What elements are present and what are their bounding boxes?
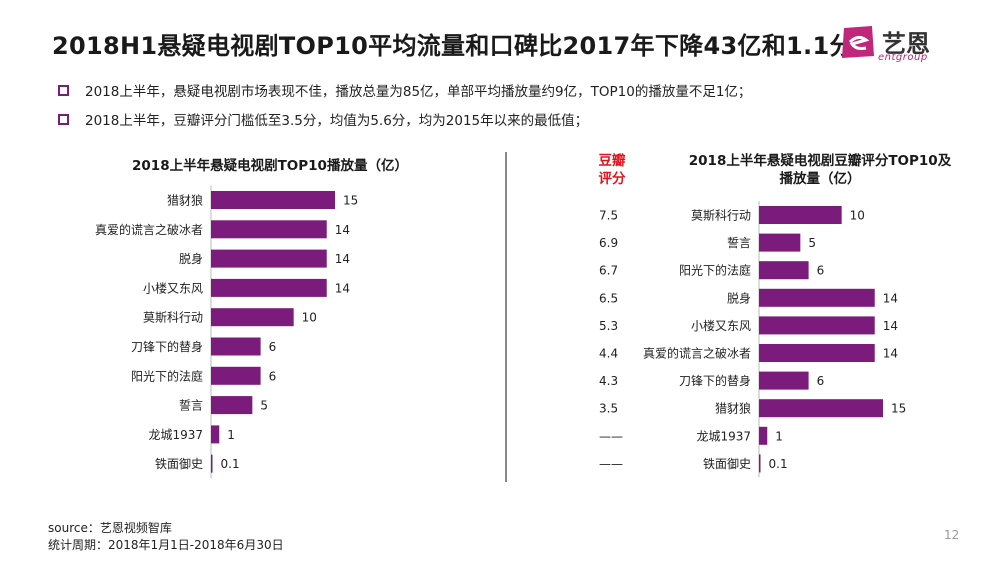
bullet-item: 2018上半年，悬疑电视剧市场表现不佳，播放总量为85亿，单部平均播放量约9亿，… (58, 80, 751, 100)
value-label: 10 (302, 311, 317, 325)
score-label: 6.7 (599, 264, 618, 278)
value-label: 6 (817, 374, 825, 388)
value-label: 15 (891, 402, 906, 416)
bar (759, 454, 761, 473)
category-label: 誓言 (727, 236, 751, 250)
page-number: 12 (944, 528, 960, 542)
bullet-square-icon (58, 84, 69, 96)
category-label: 莫斯科行动 (143, 311, 203, 325)
value-label: 14 (883, 291, 898, 305)
logo-subtext: entgroup (878, 52, 928, 63)
score-label: 5.3 (599, 319, 618, 333)
bar (759, 288, 875, 307)
score-column-header: 豆瓣 评分 (592, 152, 632, 188)
category-label: 真爱的谎言之破冰者 (95, 222, 203, 237)
bullet-item: 2018上半年，豆瓣评分门槛低至3.5分，均值为5.6分，均为2015年以来的最… (58, 109, 588, 129)
bar (759, 344, 875, 362)
bullet-text: 2018上半年，悬疑电视剧市场表现不佳，播放总量为85亿，单部平均播放量约9亿，… (85, 84, 752, 100)
score-label: 7.5 (599, 209, 618, 223)
left-chart-title: 2018上半年悬疑电视剧TOP10播放量（亿） (132, 158, 408, 174)
period-text: 统计周期：2018年1月1日-2018年6月30日 (48, 538, 284, 552)
value-label: 6 (269, 340, 277, 354)
entgroup-logo: 艺恩 entgroup (838, 22, 968, 66)
category-label: 阳光下的法庭 (131, 368, 203, 383)
category-label: 小楼又东风 (691, 318, 751, 333)
score-header-line1: 豆瓣 (598, 153, 626, 169)
score-header-line2: 评分 (598, 171, 626, 187)
value-label: 0.1 (221, 457, 240, 471)
category-label: 铁面御史 (155, 456, 203, 471)
category-label: 铁面御史 (703, 456, 751, 471)
category-label: 猎豺狼 (167, 193, 203, 208)
score-label: —— (599, 429, 623, 443)
value-label: 14 (335, 281, 350, 295)
category-label: 脱身 (179, 251, 203, 266)
bar (759, 206, 842, 224)
bar (211, 308, 294, 327)
source-text: source：艺恩视频智库 (48, 521, 172, 535)
score-label: 6.9 (599, 236, 618, 250)
page-title: 2018H1悬疑电视剧TOP10平均流量和口碑比2017年下降43亿和1.1分 (52, 32, 854, 60)
bar (211, 191, 335, 209)
bar (759, 233, 801, 252)
bar (211, 220, 327, 239)
category-label: 小楼又东风 (143, 280, 203, 295)
bar (211, 249, 327, 268)
category-label: 真爱的谎言之破冰者 (643, 346, 751, 361)
value-label: 14 (883, 319, 898, 333)
category-label: 猎豺狼 (715, 401, 751, 416)
right-chart-title-line2: 播放量（亿） (779, 171, 861, 187)
value-label: 14 (883, 347, 898, 361)
bar (211, 396, 253, 415)
bullet-text: 2018上半年，豆瓣评分门槛低至3.5分，均值为5.6分，均为2015年以来的最… (85, 113, 589, 129)
bar (211, 454, 213, 473)
logo-e-icon (842, 26, 874, 58)
category-label: 龙城1937 (148, 428, 203, 442)
bar (759, 371, 809, 390)
score-label: 4.4 (599, 347, 618, 361)
bar (211, 337, 261, 356)
value-label: 1 (775, 429, 783, 443)
value-label: 15 (343, 194, 358, 208)
score-label: 4.3 (599, 374, 618, 388)
value-label: 6 (269, 369, 277, 383)
bar (211, 366, 261, 385)
category-label: 脱身 (727, 290, 751, 305)
value-label: 6 (817, 264, 825, 278)
bar (759, 399, 883, 418)
score-label: 6.5 (599, 291, 618, 305)
chart-divider (505, 152, 507, 482)
score-label: —— (599, 457, 623, 471)
value-label: 5 (260, 399, 268, 413)
bar (211, 278, 327, 297)
right-chart-title-line1: 2018上半年悬疑电视剧豆瓣评分TOP10及 (688, 153, 952, 169)
footer: source：艺恩视频智库 统计周期：2018年1月1日-2018年6月30日 (48, 520, 284, 554)
bar (211, 425, 220, 444)
value-label: 1 (227, 428, 235, 442)
bar (759, 426, 768, 445)
category-label: 刀锋下的替身 (131, 339, 203, 354)
category-label: 阳光下的法庭 (679, 263, 751, 278)
value-label: 5 (808, 236, 816, 250)
value-label: 14 (335, 223, 350, 237)
bullet-square-icon (58, 113, 69, 125)
value-label: 0.1 (769, 457, 788, 471)
value-label: 10 (850, 209, 865, 223)
value-label: 14 (335, 252, 350, 266)
score-label: 3.5 (599, 402, 618, 416)
category-label: 龙城1937 (696, 429, 751, 443)
category-label: 誓言 (179, 399, 203, 413)
category-label: 莫斯科行动 (691, 209, 751, 223)
logo-text: 艺恩 (882, 30, 930, 58)
bar (759, 316, 875, 335)
right-chart-title: 2018上半年悬疑电视剧豆瓣评分TOP10及 播放量（亿） (660, 152, 980, 188)
category-label: 刀锋下的替身 (679, 373, 751, 388)
bar (759, 261, 809, 280)
